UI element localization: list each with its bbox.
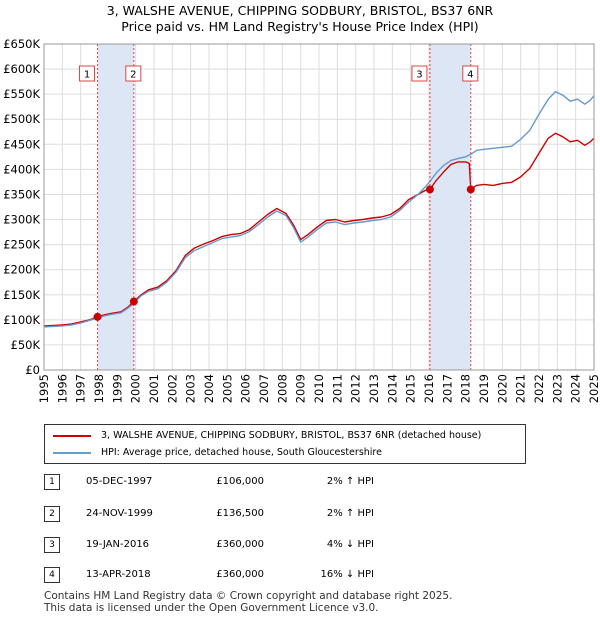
sale-span-shade <box>97 44 134 370</box>
y-tick-label: £250K <box>3 238 40 252</box>
chart-legend: 3, WALSHE AVENUE, CHIPPING SODBURY, BRIS… <box>44 424 526 464</box>
footer-licence: This data is licensed under the Open Gov… <box>44 602 379 614</box>
x-tick-label: 2016 <box>422 374 436 403</box>
transaction-hpi-diff: 2% ↑ HPI <box>326 508 374 519</box>
transaction-date: 13-APR-2018 <box>86 569 151 580</box>
sale-number-label: 2 <box>130 70 136 81</box>
y-tick-label: £0 <box>25 363 40 377</box>
x-tick-label: 2023 <box>550 374 564 403</box>
sale-number-box <box>125 65 142 82</box>
x-tick-label: 2014 <box>385 374 399 403</box>
transaction-hpi-diff: 2% ↑ HPI <box>326 476 374 487</box>
x-tick-label: 2024 <box>569 374 583 403</box>
transaction-number: 1 <box>44 474 60 490</box>
transaction-date: 24-NOV-1999 <box>86 508 153 519</box>
transaction-price: £360,000 <box>216 569 264 580</box>
x-tick-label: 2006 <box>239 374 253 403</box>
grid <box>43 43 595 371</box>
x-tick-label: 2017 <box>440 374 454 403</box>
x-tick-label: 2005 <box>220 374 234 403</box>
transaction-hpi-diff: 16% ↓ HPI <box>320 569 374 580</box>
x-tick-label: 1997 <box>74 374 88 403</box>
transaction-number: 3 <box>44 537 60 553</box>
transaction-number: 2 <box>44 506 60 522</box>
y-tick-label: £150K <box>3 288 40 302</box>
sale-point <box>425 185 434 194</box>
transaction-date: 05-DEC-1997 <box>86 476 153 487</box>
chart-title-address: 3, WALSHE AVENUE, CHIPPING SODBURY, BRIS… <box>106 3 494 18</box>
legend-swatch-property <box>53 435 91 437</box>
x-tick-label: 2018 <box>459 374 473 403</box>
sale-number-label: 1 <box>84 70 90 81</box>
x-tick-label: 2008 <box>275 374 289 403</box>
legend-swatch-hpi <box>53 452 91 454</box>
x-tick-label: 2013 <box>367 374 381 403</box>
sale-point <box>129 297 138 306</box>
legend-label-property: 3, WALSHE AVENUE, CHIPPING SODBURY, BRIS… <box>101 430 482 441</box>
plot-border <box>43 43 595 371</box>
y-tick-label: £100K <box>3 313 40 327</box>
sale-number-box <box>411 65 428 82</box>
x-tick-label: 2020 <box>495 374 509 403</box>
y-tick-label: £50K <box>11 338 41 352</box>
sale-number-label: 3 <box>416 70 422 81</box>
sale-number-box <box>79 65 96 82</box>
transaction-price: £360,000 <box>216 539 264 550</box>
transaction-date: 19-JAN-2016 <box>86 539 150 550</box>
x-tick-label: 2025 <box>587 374 600 403</box>
x-tick-label: 2021 <box>514 374 528 403</box>
price-chart: 1 2 3 4 £0 £50K £100K £150K £200K £250K £300K £350… <box>3 37 600 403</box>
x-tick-label: 2002 <box>165 374 179 403</box>
transaction-number: 4 <box>44 567 60 583</box>
x-tick-label: 2010 <box>312 374 326 403</box>
y-tick-label: £650K <box>3 37 40 51</box>
x-tick-label: 2012 <box>349 374 363 403</box>
x-tick-label: 2001 <box>147 374 161 403</box>
x-tick-label: 2019 <box>477 374 491 403</box>
x-tick-label: 2003 <box>184 374 198 403</box>
y-tick-label: £550K <box>3 87 40 101</box>
x-tick-label: 2022 <box>532 374 546 403</box>
y-tick-label: £350K <box>3 187 40 201</box>
y-tick-label: £450K <box>3 137 40 151</box>
x-tick-label: 1996 <box>55 374 69 403</box>
x-tick-label: 1999 <box>110 374 124 403</box>
x-tick-label: 2000 <box>129 374 143 403</box>
x-tick-label: 1995 <box>37 374 51 403</box>
transaction-price: £136,500 <box>216 508 264 519</box>
sale-span-shade <box>429 44 471 370</box>
x-tick-label: 2015 <box>404 374 418 403</box>
legend-label-hpi: HPI: Average price, detached house, Sout… <box>101 447 382 458</box>
sale-point <box>466 185 475 194</box>
x-tick-label: 1998 <box>92 374 106 403</box>
y-tick-label: £600K <box>3 62 40 76</box>
x-tick-label: 2011 <box>330 374 344 403</box>
x-tick-label: 2004 <box>202 374 216 403</box>
y-tick-label: £500K <box>3 112 40 126</box>
y-tick-label: £200K <box>3 263 40 277</box>
sale-number-box <box>462 65 479 82</box>
y-tick-label: £400K <box>3 162 40 176</box>
x-tick-label: 2007 <box>257 374 271 403</box>
x-tick-label: 2009 <box>294 374 308 403</box>
footer-copyright: Contains HM Land Registry data © Crown c… <box>44 590 453 602</box>
axes: £0 £50K £100K £150K £200K £250K £300K £350K £400… <box>3 37 600 403</box>
y-tick-label: £300K <box>3 213 40 227</box>
chart-title-subtitle: Price paid vs. HM Land Registry's House … <box>121 19 479 34</box>
transaction-hpi-diff: 4% ↓ HPI <box>326 539 374 550</box>
transaction-price: £106,000 <box>216 476 264 487</box>
sale-number-label: 4 <box>467 70 473 81</box>
sale-markers: 1 2 3 4 <box>79 44 479 370</box>
sale-point <box>93 312 102 321</box>
